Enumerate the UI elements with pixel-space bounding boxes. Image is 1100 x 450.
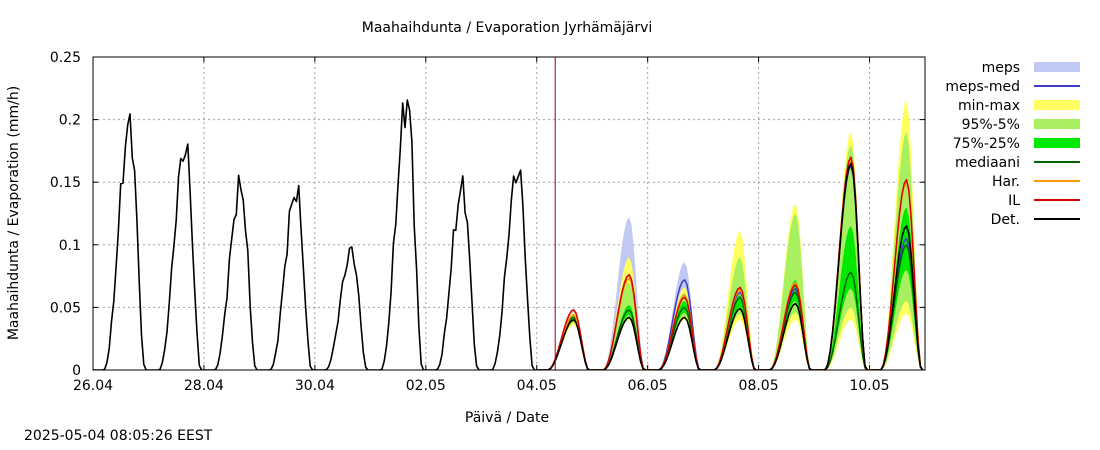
y-tick-label: 0.05: [50, 300, 81, 316]
x-axis-label: Päivä / Date: [465, 410, 549, 426]
x-tick-label: 28.04: [184, 378, 224, 394]
series-layer: [93, 99, 924, 370]
series-mediaani-line: [536, 244, 924, 370]
legend-label-p95_5: 95%-5%: [962, 117, 1020, 133]
plot-frame: [92, 56, 926, 371]
x-tick-label: 10.05: [849, 378, 889, 394]
legend-label-il: IL: [1008, 193, 1020, 209]
y-tick-label: 0.25: [50, 50, 81, 66]
legend-label-det: Det.: [991, 212, 1020, 228]
legend-swatch-meps: [1034, 62, 1080, 72]
y-axis-label: Maahaihdunta / Evaporation (mm/h): [6, 86, 22, 340]
y-tick-label: 0.15: [50, 175, 81, 191]
legend-swatch-p95_5: [1034, 119, 1080, 129]
legend: meps meps-med min-max 95%-5% 75%-25% mediaani…: [945, 60, 1080, 228]
generated-timestamp: 2025-05-04 08:05:26 EEST: [24, 428, 213, 444]
legend-swatch-min_max: [1034, 100, 1080, 110]
y-tick-label: 0.2: [59, 113, 81, 129]
series-95-5-band: [536, 132, 923, 370]
series-75-25-band: [536, 207, 923, 370]
x-tick-label: 30.04: [295, 378, 335, 394]
x-tick-label: 06.05: [628, 378, 668, 394]
x-tick-label: 02.05: [406, 378, 446, 394]
chart-title: Maahaihdunta / Evaporation Jyrhämäjärvi: [362, 20, 653, 36]
x-tick-label: 04.05: [517, 378, 557, 394]
y-tick-label: 0.1: [59, 238, 81, 254]
legend-label-meps_med: meps-med: [945, 79, 1020, 95]
legend-label-har: Har.: [992, 174, 1020, 190]
legend-label-mediaani: mediaani: [955, 155, 1020, 171]
series-det-line: [93, 99, 924, 370]
y-tick-label: 0: [72, 363, 81, 379]
legend-label-min_max: min-max: [958, 98, 1020, 114]
legend-swatch-p75_25: [1034, 138, 1080, 148]
legend-label-meps: meps: [982, 60, 1020, 76]
plot-area: 26.04 28.04 30.04 02.05 04.05 06.05 08.05 10.05…: [50, 50, 926, 394]
legend-label-p75_25: 75%-25%: [953, 136, 1020, 152]
x-tick-label: 26.04: [73, 378, 113, 394]
x-tick-label: 08.05: [739, 378, 779, 394]
